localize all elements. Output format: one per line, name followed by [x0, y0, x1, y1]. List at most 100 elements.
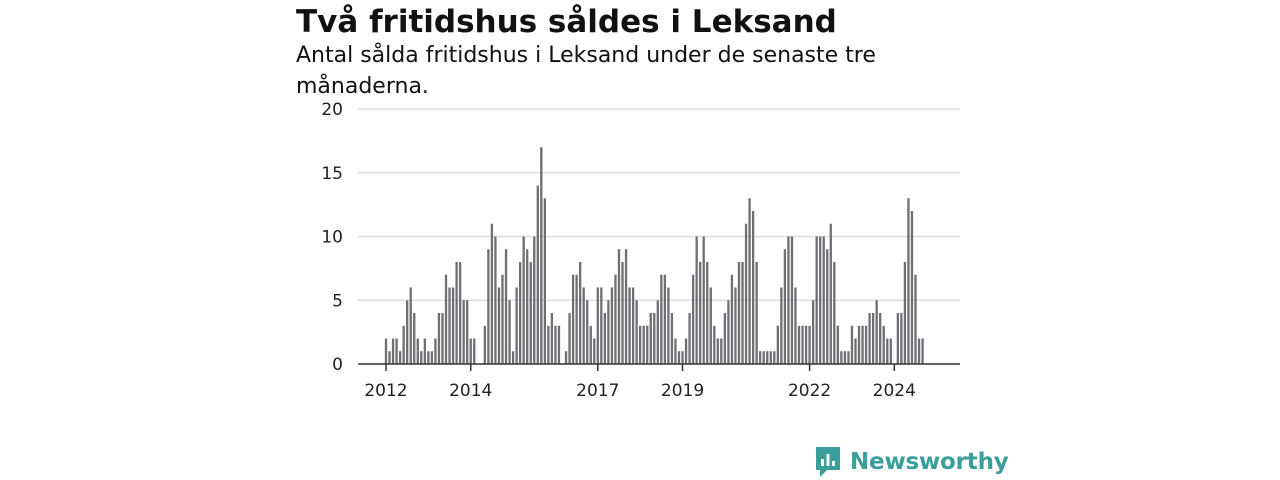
bar: [621, 262, 624, 364]
bar: [586, 300, 589, 364]
bar: [579, 262, 582, 364]
bar: [582, 287, 585, 364]
bar: [402, 325, 405, 364]
bar: [568, 313, 571, 364]
bar: [518, 262, 522, 364]
bar: [819, 236, 822, 364]
bar: [875, 300, 878, 364]
annotations: 2: [931, 0, 945, 7]
x-axis-ticks: 2012 2014 2017 2019 2022 2024: [364, 364, 916, 401]
bar: [406, 300, 409, 364]
bar: [391, 338, 395, 364]
bar: [826, 249, 829, 364]
y-tick-label: 10: [321, 228, 343, 248]
bar: [536, 185, 539, 364]
bar: [540, 147, 543, 364]
y-tick-label: 15: [321, 164, 343, 184]
bar: [526, 249, 529, 364]
bar: [695, 236, 698, 364]
bar: [490, 223, 494, 364]
bar: [903, 262, 907, 364]
bar: [543, 198, 546, 364]
bar: [755, 262, 758, 364]
bar: [843, 351, 847, 364]
bar: [889, 338, 892, 364]
bar: [483, 325, 486, 364]
bar: [836, 325, 839, 364]
y-tick-label: 20: [321, 100, 343, 120]
bar: [522, 236, 525, 364]
bar: [663, 274, 667, 364]
bar: [508, 300, 511, 364]
bar: [398, 351, 402, 364]
x-tick-label: 2017: [576, 381, 619, 401]
bar: [610, 287, 614, 364]
bar: [910, 211, 914, 364]
bar: [709, 287, 712, 364]
bar: [413, 313, 416, 364]
bar: [917, 338, 921, 364]
bar: [420, 351, 423, 364]
brand-name: Newsworthy: [850, 449, 1009, 475]
bar: [677, 351, 681, 364]
x-tick-label: 2019: [661, 381, 704, 401]
x-tick-label: 2022: [788, 381, 831, 401]
highlight-value-label: 2: [931, 0, 943, 5]
bar: [879, 313, 882, 364]
chart-title: Två fritidshus såldes i Leksand: [296, 4, 837, 40]
bar: [808, 325, 811, 364]
bar: [914, 274, 917, 364]
bar: [395, 338, 398, 364]
bar: [783, 249, 787, 364]
bar: [751, 211, 755, 364]
bar: [473, 338, 476, 364]
bar: [900, 313, 903, 364]
bar: [716, 338, 719, 364]
bar: [861, 325, 864, 364]
bar: [762, 351, 765, 364]
bar: [822, 236, 825, 364]
bar: [759, 351, 762, 364]
bar: [667, 287, 670, 364]
y-tick-label: 5: [332, 291, 343, 311]
bar: [533, 236, 536, 364]
bar: [511, 351, 515, 364]
bar: [656, 300, 659, 364]
bar: [653, 313, 656, 364]
bar: [593, 338, 596, 364]
bar: [515, 287, 518, 364]
bar: [607, 300, 610, 364]
bar: [603, 313, 607, 364]
bar: [571, 274, 575, 364]
bar: [617, 249, 621, 364]
bar: [430, 351, 434, 364]
bar: [614, 274, 617, 364]
bar: [882, 325, 885, 364]
bar: [635, 300, 638, 364]
bar: [444, 274, 448, 364]
bar: [730, 274, 734, 364]
bar: [628, 287, 631, 364]
bar: [497, 287, 501, 364]
bar: [699, 262, 702, 364]
bar: [773, 351, 776, 364]
bar: [723, 313, 727, 364]
bar: [600, 287, 603, 364]
bar: [706, 262, 709, 364]
newsworthy-icon: [816, 447, 840, 477]
bar: [921, 338, 924, 364]
newsworthy-logo[interactable]: Newsworthy: [814, 445, 1009, 479]
bar: [854, 338, 857, 364]
bar: [681, 351, 684, 364]
bar: [776, 325, 779, 364]
bar: [790, 236, 794, 364]
x-tick-label: 2014: [449, 381, 492, 401]
bar: [833, 262, 836, 364]
bar: [646, 325, 649, 364]
bar: [702, 236, 705, 364]
bar: [589, 325, 592, 364]
bar: [797, 325, 801, 364]
bar: [691, 274, 695, 364]
bar: [409, 287, 412, 364]
y-tick-label: 0: [332, 355, 343, 375]
